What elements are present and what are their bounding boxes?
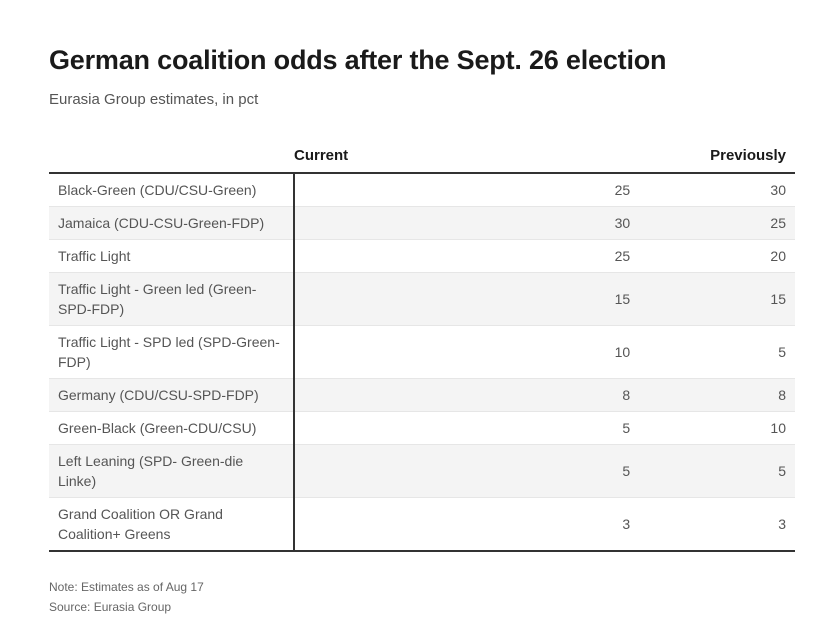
row-current-value: 10 bbox=[614, 344, 631, 360]
row-previously-value: 8 bbox=[778, 387, 786, 403]
table-row: Germany (CDU/CSU-SPD-FDP) 8 8 bbox=[49, 378, 795, 412]
table-row: Traffic Light 25 20 bbox=[49, 239, 795, 273]
footnotes: Note: Estimates as of Aug 17 Source: Eur… bbox=[49, 577, 204, 617]
chart-title: German coalition odds after the Sept. 26… bbox=[49, 45, 667, 75]
table-row: Traffic Light - SPD led (SPD-Green-FDP) 1… bbox=[49, 325, 795, 379]
row-label: Germany (CDU/CSU-SPD-FDP) bbox=[49, 378, 295, 412]
row-previously-value: 3 bbox=[778, 516, 786, 532]
header-previously: Previously bbox=[630, 138, 795, 174]
row-label: Jamaica (CDU-CSU-Green-FDP) bbox=[49, 206, 295, 240]
row-label: Traffic Light bbox=[49, 239, 295, 273]
row-previously-value: 5 bbox=[778, 344, 786, 360]
table-header-row: Current Previously bbox=[49, 138, 795, 174]
header-label bbox=[49, 138, 294, 174]
row-current-value: 30 bbox=[614, 215, 631, 231]
row-previously-value: 15 bbox=[770, 291, 786, 307]
row-label: Left Leaning (SPD- Green-die Linke) bbox=[49, 444, 295, 498]
row-current-value: 25 bbox=[614, 182, 631, 198]
row-current-value: 8 bbox=[622, 387, 631, 403]
source-text: Source: Eurasia Group bbox=[49, 600, 172, 614]
row-current-value: 25 bbox=[614, 248, 631, 264]
row-current-value: 3 bbox=[622, 516, 631, 532]
table-row: Traffic Light - Green led (Green-SPD-FDP… bbox=[49, 272, 795, 326]
header-current: Current bbox=[294, 138, 631, 174]
row-label: Green-Black (Green-CDU/CSU) bbox=[49, 411, 295, 445]
row-current-value: 15 bbox=[614, 291, 631, 307]
row-previously-value: 20 bbox=[770, 248, 786, 264]
row-label: Black-Green (CDU/CSU-Green) bbox=[49, 173, 295, 207]
note-text: Note: Estimates as of Aug 17 bbox=[49, 580, 204, 594]
table-row: Jamaica (CDU-CSU-Green-FDP) 30 25 bbox=[49, 206, 795, 240]
row-label: Traffic Light - Green led (Green-SPD-FDP… bbox=[49, 272, 295, 326]
coalition-odds-table: Current Previously Black-Green (CDU/CSU-… bbox=[49, 138, 795, 552]
table-row: Black-Green (CDU/CSU-Green) 25 30 bbox=[49, 173, 795, 207]
table-row: Left Leaning (SPD- Green-die Linke) 5 5 bbox=[49, 444, 795, 498]
row-previously-value: 30 bbox=[770, 182, 786, 198]
row-current-value: 5 bbox=[622, 420, 631, 436]
chart-subtitle: Eurasia Group estimates, in pct bbox=[49, 91, 259, 108]
row-label: Grand Coalition OR Grand Coalition+ Gree… bbox=[49, 497, 295, 551]
table-chart: German coalition odds after the Sept. 26… bbox=[49, 40, 795, 552]
row-current-value: 5 bbox=[622, 463, 631, 479]
row-previously-value: 5 bbox=[778, 463, 786, 479]
row-previously-value: 25 bbox=[770, 215, 786, 231]
row-label: Traffic Light - SPD led (SPD-Green-FDP) bbox=[49, 325, 295, 379]
row-previously-value: 10 bbox=[770, 420, 786, 436]
table-body: Black-Green (CDU/CSU-Green) 25 30 Jamaica (… bbox=[49, 173, 795, 551]
table-row: Grand Coalition OR Grand Coalition+ Gree… bbox=[49, 497, 795, 551]
table-row: Green-Black (Green-CDU/CSU) 5 10 bbox=[49, 411, 795, 445]
